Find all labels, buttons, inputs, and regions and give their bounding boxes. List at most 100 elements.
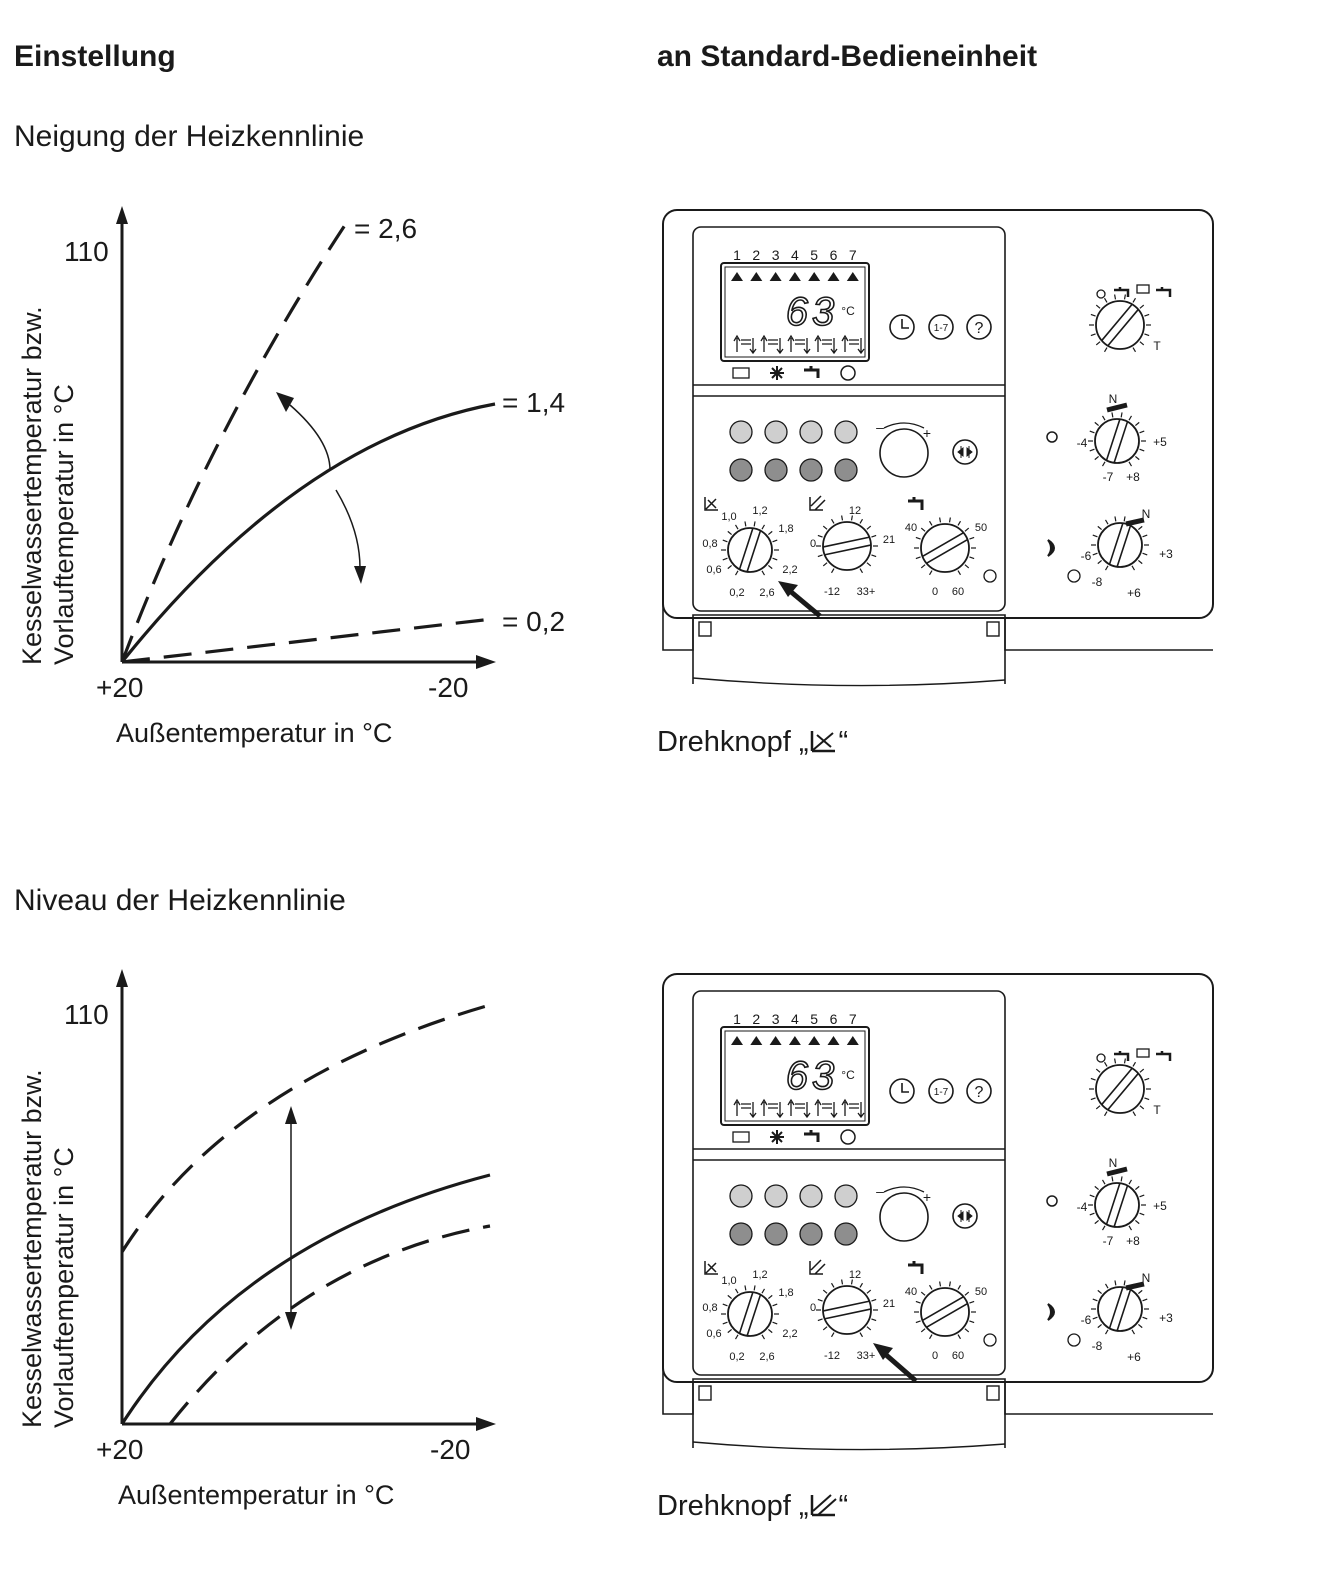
dial-knob (1094, 1182, 1140, 1228)
mode-dial[interactable] (1089, 294, 1151, 353)
help-button[interactable] (966, 1078, 992, 1104)
day-marker (808, 1036, 821, 1045)
program-symbol (760, 334, 784, 355)
test-button[interactable] (952, 1203, 978, 1229)
day-temperature-dial[interactable] (1088, 1176, 1146, 1231)
dial-tick (1132, 1061, 1137, 1067)
day-dial-label: +5 (1153, 435, 1167, 449)
day-number-6: 6 (830, 247, 838, 263)
dial-tick (767, 1294, 773, 1300)
week-program-button[interactable] (928, 1078, 954, 1104)
dial-tick (920, 564, 926, 569)
pointer-arrowhead (778, 581, 798, 597)
dial-knob (727, 1291, 773, 1337)
day-temperature-dial[interactable] (1088, 412, 1146, 467)
program-symbol (733, 334, 757, 355)
dial-tick (1132, 1111, 1137, 1117)
test-button[interactable] (952, 439, 978, 465)
help-button[interactable] (966, 314, 992, 340)
rotary-minus: – (876, 419, 884, 435)
rotary-minus: – (876, 1183, 884, 1199)
dhw-dial[interactable] (914, 517, 976, 576)
dial-tick (957, 570, 962, 576)
day-number-7: 7 (849, 247, 857, 263)
day-dial-marker (1106, 402, 1128, 413)
status-lamp-lower (799, 458, 823, 482)
dial-tick (915, 536, 921, 540)
day-number-1: 1 (733, 247, 741, 263)
dial-tick (1137, 559, 1143, 565)
week-program-label: 1-7 (934, 323, 949, 334)
lcd-inner (724, 266, 866, 358)
day-dial-label: +8 (1126, 1234, 1140, 1248)
rotary-selector[interactable] (879, 428, 929, 478)
dial-tick (1144, 313, 1150, 317)
day-number-2: 2 (752, 1011, 760, 1027)
dial-tick (871, 534, 877, 538)
section1-title: Neigung der Heizkennlinie (14, 120, 365, 153)
clock-icon (901, 1083, 909, 1093)
dial-grip (746, 1294, 762, 1337)
dial-tick (1090, 1097, 1096, 1101)
dial-tick (866, 1289, 872, 1294)
dial-tick (772, 539, 778, 543)
sun-icon (1046, 1195, 1058, 1207)
dial-tick (1111, 412, 1114, 418)
dial-tick (1137, 1289, 1143, 1295)
dial-tick (1103, 1111, 1108, 1117)
day-marker (788, 272, 801, 281)
level-dial[interactable] (816, 515, 878, 574)
dial-tick (1092, 534, 1098, 538)
mode-dial[interactable] (1089, 1058, 1151, 1117)
slope-dial[interactable] (721, 521, 779, 576)
day-dial-label: +5 (1153, 1199, 1167, 1213)
dial-tick (1101, 461, 1106, 467)
dial-tick (939, 517, 942, 523)
rotary-selector[interactable] (879, 1192, 929, 1242)
dial-tick (1132, 297, 1137, 303)
dial-tick (727, 1328, 733, 1334)
curve-label-1-4: = 1,4 (502, 387, 566, 418)
day-number-1: 1 (733, 1011, 741, 1027)
night-temperature-dial[interactable] (1091, 516, 1149, 571)
moon-icon (1047, 1303, 1055, 1321)
level-dial-label: 12 (849, 1269, 861, 1281)
night-dial-label: N (1142, 507, 1151, 521)
dial-tick (969, 1300, 975, 1304)
dial-tick (772, 1303, 778, 1307)
dial-tick (1097, 525, 1103, 531)
dial-grip (1108, 522, 1124, 565)
cover-flap-bottom (692, 677, 1006, 687)
dial-tick (957, 1334, 962, 1340)
dial-tick (734, 524, 739, 530)
week-program-button[interactable] (928, 314, 954, 340)
dial-tick (948, 1281, 951, 1287)
dhw-dial-label: 40 (905, 522, 917, 534)
lcd-display (720, 1026, 870, 1126)
dial-knob (1097, 1286, 1143, 1332)
rotary-plus: + (923, 425, 931, 441)
status-lamp-lower (764, 1222, 788, 1246)
day-dial-label: N (1109, 392, 1118, 406)
slope-dial[interactable] (721, 1285, 779, 1340)
night-dial-label: +3 (1159, 547, 1173, 561)
day-dial-label: -7 (1103, 1234, 1114, 1248)
dial-tick (1095, 341, 1101, 346)
dhw-dial[interactable] (914, 1281, 976, 1340)
dial-tick (753, 521, 756, 527)
night-temperature-dial[interactable] (1091, 1280, 1149, 1335)
level-curve-mid (120, 1173, 491, 1425)
night-dial-label: N (1142, 1271, 1151, 1285)
level-dial[interactable] (816, 1279, 878, 1338)
test-icon (957, 446, 973, 458)
day-dial-label: N (1109, 1156, 1118, 1170)
dial-knob (920, 1287, 970, 1337)
dial-tick (744, 1285, 747, 1291)
dial-grip (921, 1295, 965, 1322)
dial-grip (822, 1300, 870, 1312)
cover-flap-sides (692, 618, 1006, 684)
control-panel-1: 1 2 3 4 5 6 763 °C1-7 ?– +1,0 1,21,80,80,6 2,20,2 2,… (662, 209, 1214, 687)
dial-grip (746, 530, 762, 573)
level-change-arrow (285, 1106, 297, 1330)
